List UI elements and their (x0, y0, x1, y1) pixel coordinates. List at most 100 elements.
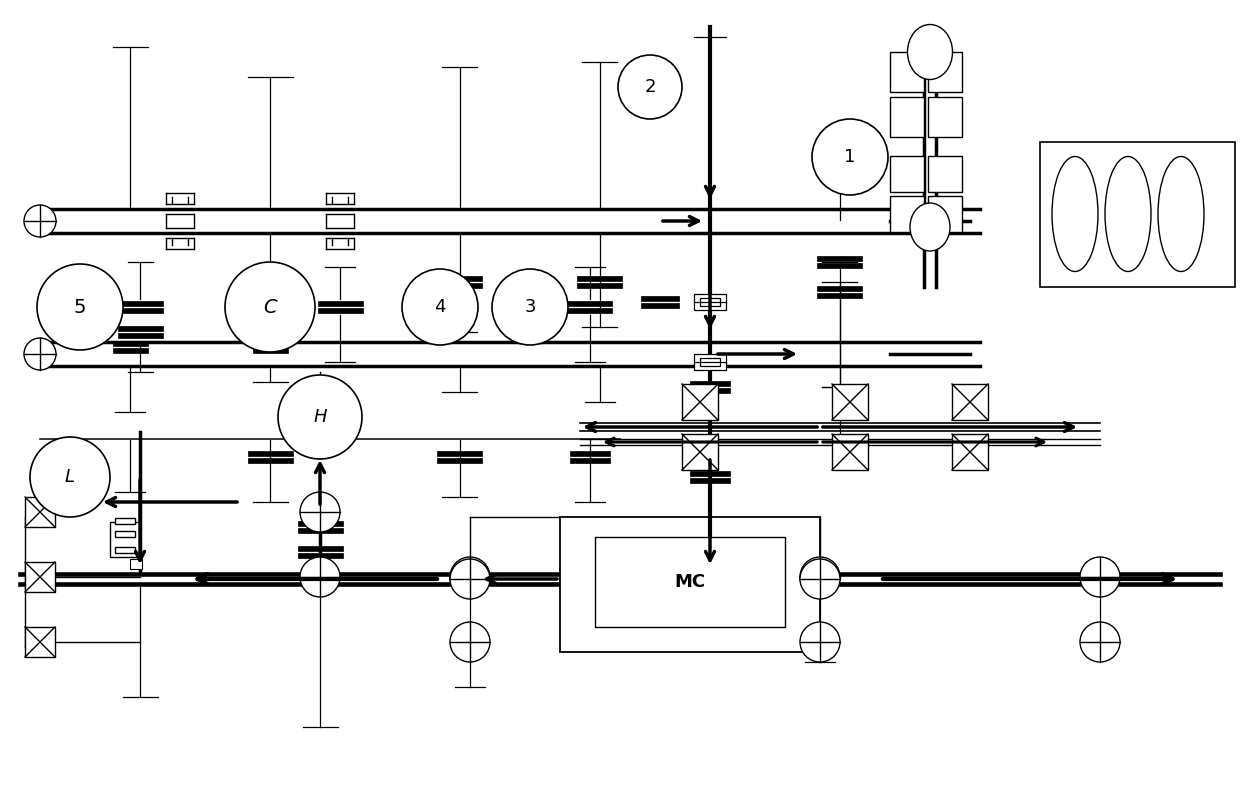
Bar (118, 301, 162, 306)
Bar (570, 458, 610, 463)
Circle shape (450, 557, 490, 597)
Bar (130, 559, 143, 569)
Circle shape (24, 205, 56, 237)
Bar (928, 97, 962, 137)
Bar (682, 384, 718, 420)
Bar (560, 517, 820, 652)
Bar (115, 518, 135, 524)
Bar (115, 531, 135, 537)
Text: 3: 3 (525, 298, 536, 316)
Circle shape (1080, 557, 1120, 597)
Bar (952, 434, 988, 470)
Bar (110, 522, 140, 557)
Bar (568, 301, 613, 306)
Circle shape (278, 375, 362, 459)
Bar (952, 384, 988, 420)
Bar (890, 97, 924, 137)
Bar (438, 276, 482, 281)
Circle shape (618, 55, 682, 119)
Bar (115, 547, 135, 553)
Bar (641, 303, 680, 308)
Bar (1040, 142, 1235, 287)
Bar (253, 342, 288, 345)
Circle shape (450, 559, 490, 599)
Circle shape (30, 437, 110, 517)
Bar (689, 381, 730, 386)
Ellipse shape (1158, 157, 1204, 272)
Bar (694, 294, 725, 310)
Bar (817, 294, 863, 297)
Text: 1: 1 (844, 148, 856, 166)
Bar (641, 296, 680, 301)
Bar (118, 309, 162, 312)
Bar (438, 451, 482, 456)
Text: H: H (314, 408, 327, 426)
Bar (248, 451, 293, 456)
Ellipse shape (910, 203, 950, 251)
Bar (568, 309, 613, 312)
Bar (253, 348, 288, 353)
Bar (317, 309, 362, 312)
Bar (25, 497, 55, 527)
Bar (817, 263, 863, 268)
Text: 5: 5 (73, 297, 87, 316)
Circle shape (300, 492, 340, 532)
Bar (118, 327, 162, 331)
Bar (595, 537, 785, 627)
Bar (832, 384, 868, 420)
Bar (298, 553, 342, 558)
Bar (25, 562, 55, 592)
Bar (438, 283, 482, 288)
Circle shape (300, 557, 340, 597)
Ellipse shape (908, 24, 952, 79)
Bar (689, 388, 730, 393)
Bar (298, 546, 342, 551)
Bar (701, 358, 719, 366)
Circle shape (492, 269, 568, 345)
Bar (928, 156, 962, 192)
Bar (578, 283, 622, 288)
Circle shape (224, 262, 315, 352)
Bar (248, 458, 293, 463)
Bar (113, 348, 148, 353)
Bar (890, 196, 924, 232)
Bar (817, 286, 863, 291)
Bar (438, 458, 482, 463)
Bar (890, 52, 924, 92)
Bar (25, 627, 55, 657)
Bar (248, 276, 293, 281)
Circle shape (24, 338, 56, 370)
Bar (118, 333, 162, 338)
Bar (890, 156, 924, 192)
Text: 2: 2 (645, 78, 656, 96)
Bar (701, 298, 719, 306)
Circle shape (1080, 622, 1120, 662)
Circle shape (37, 264, 123, 350)
Text: 4: 4 (434, 298, 445, 316)
Bar (248, 283, 293, 288)
Text: C: C (263, 297, 277, 316)
Bar (298, 528, 342, 533)
Bar (298, 521, 342, 526)
Bar (832, 434, 868, 470)
Circle shape (800, 622, 839, 662)
Circle shape (800, 559, 839, 599)
Bar (817, 257, 863, 260)
Bar (694, 354, 725, 370)
Bar (689, 471, 730, 476)
Bar (113, 342, 148, 345)
Bar (578, 276, 622, 281)
Circle shape (800, 557, 839, 597)
Bar (570, 451, 610, 456)
Ellipse shape (1105, 157, 1151, 272)
Circle shape (402, 269, 477, 345)
Text: MC: MC (675, 573, 706, 591)
Text: L: L (64, 468, 74, 486)
Bar (689, 478, 730, 482)
Bar (317, 301, 362, 306)
Circle shape (812, 119, 888, 195)
Bar (682, 434, 718, 470)
Ellipse shape (1052, 157, 1097, 272)
Circle shape (450, 622, 490, 662)
Bar (928, 196, 962, 232)
